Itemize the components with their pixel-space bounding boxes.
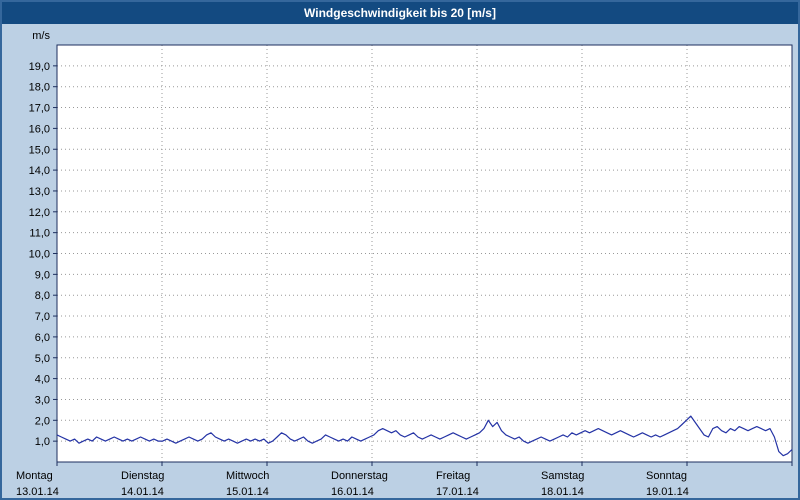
svg-text:2,0: 2,0 — [35, 415, 50, 427]
svg-text:9,0: 9,0 — [35, 269, 50, 281]
wind-speed-chart: 1,0 2,0 3,0 4,0 5,0 6,0 7,0 8,0 9,0 10,0 11,0 12,0 1… — [16, 30, 793, 498]
svg-text:15.01.14: 15.01.14 — [226, 486, 269, 498]
chart-title: Windgeschwindigkeit bis 20 [m/s] — [304, 6, 496, 20]
svg-text:13.01.14: 13.01.14 — [16, 486, 59, 498]
svg-text:16,0: 16,0 — [29, 123, 50, 135]
svg-text:Mittwoch: Mittwoch — [226, 470, 269, 482]
svg-text:18,0: 18,0 — [29, 82, 50, 94]
svg-text:Sonntag: Sonntag — [646, 470, 687, 482]
svg-text:1,0: 1,0 — [35, 436, 50, 448]
svg-text:19.01.14: 19.01.14 — [646, 486, 689, 498]
svg-text:Donnerstag: Donnerstag — [331, 470, 388, 482]
svg-text:7,0: 7,0 — [35, 311, 50, 323]
svg-text:16.01.14: 16.01.14 — [331, 486, 374, 498]
svg-text:13,0: 13,0 — [29, 186, 50, 198]
svg-text:14,0: 14,0 — [29, 165, 50, 177]
svg-text:15,0: 15,0 — [29, 144, 50, 156]
svg-text:12,0: 12,0 — [29, 207, 50, 219]
svg-text:19,0: 19,0 — [29, 61, 50, 73]
svg-text:17,0: 17,0 — [29, 103, 50, 115]
svg-text:Montag: Montag — [16, 470, 53, 482]
svg-text:10,0: 10,0 — [29, 249, 50, 261]
title-bar: Windgeschwindigkeit bis 20 [m/s] — [2, 2, 798, 24]
svg-text:8,0: 8,0 — [35, 290, 50, 302]
svg-text:Dienstag: Dienstag — [121, 470, 164, 482]
svg-text:6,0: 6,0 — [35, 332, 50, 344]
svg-text:17.01.14: 17.01.14 — [436, 486, 479, 498]
svg-text:3,0: 3,0 — [35, 394, 50, 406]
svg-text:m/s: m/s — [32, 30, 50, 42]
svg-text:18.01.14: 18.01.14 — [541, 486, 584, 498]
svg-text:4,0: 4,0 — [35, 374, 50, 386]
svg-text:14.01.14: 14.01.14 — [121, 486, 164, 498]
svg-text:5,0: 5,0 — [35, 353, 50, 365]
svg-text:Samstag: Samstag — [541, 470, 584, 482]
svg-text:11,0: 11,0 — [29, 228, 50, 240]
svg-text:Freitag: Freitag — [436, 470, 470, 482]
